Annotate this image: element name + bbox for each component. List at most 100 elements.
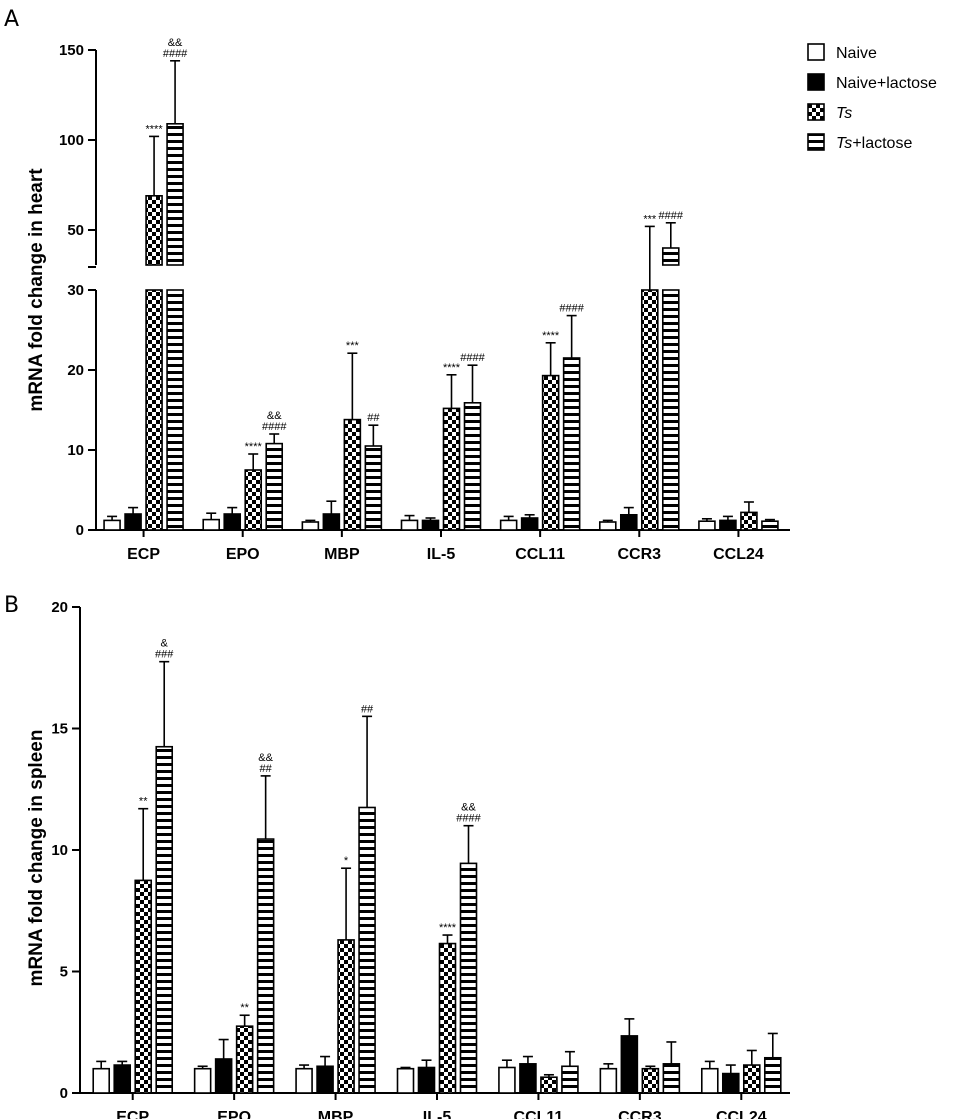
bar-naive-lactose-ecp	[124, 513, 142, 531]
y-tick-label: 10	[67, 442, 84, 459]
significance-label-ts-lactose-ccr3: ####	[659, 210, 684, 222]
legend-swatch-ts-lactose	[807, 133, 825, 151]
panel-b-spleen: 05101520ECP**&###EPO**&&##MBP*##IL-5****…	[51, 599, 790, 1119]
panel-letter-b: B	[4, 593, 19, 618]
bar-naive-lactose-epo	[223, 513, 242, 531]
bar-naive-mbp	[295, 1067, 313, 1094]
y-tick-label: 5	[60, 964, 68, 981]
legend-label-naive-lactose: Naive+lactose	[836, 75, 937, 92]
category-label-mbp: MBP	[318, 1109, 354, 1119]
bar-naive-epo	[193, 1067, 212, 1094]
category-label-ecp: ECP	[127, 546, 160, 563]
bar-ts-lactose-ccl24	[763, 1056, 782, 1094]
bar-ts-lactose-ccl11	[562, 357, 581, 531]
bar-naive-lactose-il-5	[417, 1066, 436, 1094]
significance-label-ts-ccl11: ****	[542, 330, 560, 342]
panel-letter-a: A	[4, 7, 19, 32]
significance-label-ts-epo: ****	[245, 441, 263, 453]
y-axis-title-heart: mRNA fold change in heart	[26, 168, 47, 412]
significance-label-ts-lactose-ccl11: ####	[559, 303, 584, 315]
y-tick-label: 100	[59, 132, 84, 149]
bar-naive-il-5	[396, 1067, 415, 1094]
category-label-ccr3: CCR3	[618, 546, 662, 563]
bar-naive-epo	[202, 518, 221, 531]
category-label-ccl24: CCL24	[713, 546, 764, 563]
bar-ts-lactose-ecp	[166, 123, 184, 266]
bar-ts-lactose-ccl24	[761, 520, 779, 531]
bar-ts-lactose-epo	[256, 838, 275, 1094]
category-label-ccl24: CCL24	[716, 1109, 767, 1119]
bar-naive-ecp	[92, 1067, 111, 1094]
significance-label-ts-lactose-ecp: ###	[155, 649, 174, 661]
legend-entry-ts: Ts	[807, 103, 852, 122]
significance-label-ts-lactose-ecp: ####	[163, 48, 188, 60]
y-tick-label: 0	[76, 522, 84, 539]
significance-label-ts-lactose-il-5: &&	[461, 802, 476, 814]
bar-ts-lactose-mbp	[364, 445, 383, 531]
bar-ts-lactose-il-5	[463, 401, 482, 531]
bar-naive-lactose-ccr3	[620, 1035, 639, 1094]
category-label-il-5: IL-5	[423, 1109, 452, 1119]
bar-naive-lactose-mbp	[316, 1065, 334, 1094]
y-tick-label: 20	[51, 599, 68, 616]
bar-ts-ccl24	[740, 511, 758, 531]
significance-label-ts-lactose-epo: ##	[260, 763, 273, 775]
legend-swatch-naive-lactose	[807, 73, 825, 91]
legend: Naive Naive+lactose Ts Ts+lactose	[807, 43, 937, 152]
bar-ts-ecp-lower	[145, 289, 163, 531]
significance-label-ts-mbp: *	[344, 855, 349, 867]
category-label-ecp: ECP	[116, 1109, 149, 1119]
legend-entry-ts-lactose: Ts+lactose	[807, 133, 912, 152]
bar-ts-lactose-epo	[265, 442, 284, 531]
significance-label-ts-ccr3: ***	[643, 213, 657, 225]
bar-ts-lactose-ccr3-lower	[661, 289, 680, 531]
bar-ts-lactose-ccr3	[661, 247, 680, 266]
significance-label-ts-il-5: ****	[439, 922, 457, 934]
bar-ts-ccr3	[641, 1067, 660, 1094]
panel-a-heart: 010203050100150ECP****&&####EPO****&&###…	[59, 37, 790, 563]
bar-naive-lactose-ccr3	[619, 513, 638, 531]
bar-naive-il-5	[400, 519, 419, 531]
bar-naive-ccr3	[598, 521, 617, 531]
bar-ts-ccl11	[541, 374, 560, 531]
significance-label-ts-ecp: ****	[146, 123, 164, 135]
bar-naive-lactose-ecp	[113, 1064, 132, 1094]
bar-ts-mbp	[343, 418, 362, 531]
legend-swatch-ts	[807, 103, 825, 121]
bar-ts-il-5	[438, 942, 457, 1094]
category-label-mbp: MBP	[324, 546, 360, 563]
bar-naive-ccr3	[599, 1067, 618, 1094]
significance-label-ts-il-5: ****	[443, 362, 461, 374]
significance-label-ts-lactose-mbp: ##	[361, 703, 374, 715]
significance-label-ts-lactose-ecp: &	[161, 638, 169, 650]
legend-entry-naive: Naive	[807, 43, 877, 62]
significance-label-ts-lactose-epo: &&	[267, 410, 282, 422]
legend-label-ts-lactose: Ts+lactose	[836, 135, 912, 152]
bar-naive-ecp	[103, 519, 121, 531]
bar-naive-lactose-mbp	[322, 513, 341, 531]
y-tick-label: 0	[60, 1085, 68, 1102]
bar-naive-lactose-ccl24	[721, 1072, 740, 1094]
category-label-ccr3: CCR3	[618, 1109, 662, 1119]
bar-ts-ccl11	[540, 1076, 558, 1094]
y-tick-label: 15	[51, 721, 68, 738]
significance-label-ts-lactose-il-5: ####	[460, 352, 485, 364]
bar-ts-ccl24	[742, 1064, 761, 1094]
category-label-ccl11: CCL11	[514, 1109, 564, 1119]
bar-naive-lactose-ccl11	[519, 1063, 537, 1094]
bar-ts-epo	[244, 469, 263, 531]
legend-entry-naive-lactose: Naive+lactose	[807, 73, 937, 92]
y-tick-label: 50	[67, 222, 84, 239]
bar-ts-ecp	[134, 879, 153, 1094]
y-tick-label: 150	[59, 42, 84, 59]
significance-label-ts-lactose-ecp: &&	[168, 37, 183, 49]
bar-ts-mbp	[337, 939, 355, 1094]
bar-ts-lactose-ecp	[155, 745, 174, 1094]
bar-naive-lactose-ccl11	[520, 517, 539, 531]
significance-label-ts-ecp: **	[139, 796, 148, 808]
bar-ts-lactose-ccr3	[662, 1063, 681, 1094]
bar-naive-lactose-il-5	[421, 519, 440, 531]
significance-label-ts-lactose-il-5: ####	[456, 813, 481, 825]
significance-label-ts-lactose-epo: ####	[262, 421, 287, 433]
significance-label-ts-mbp: ***	[346, 340, 360, 352]
